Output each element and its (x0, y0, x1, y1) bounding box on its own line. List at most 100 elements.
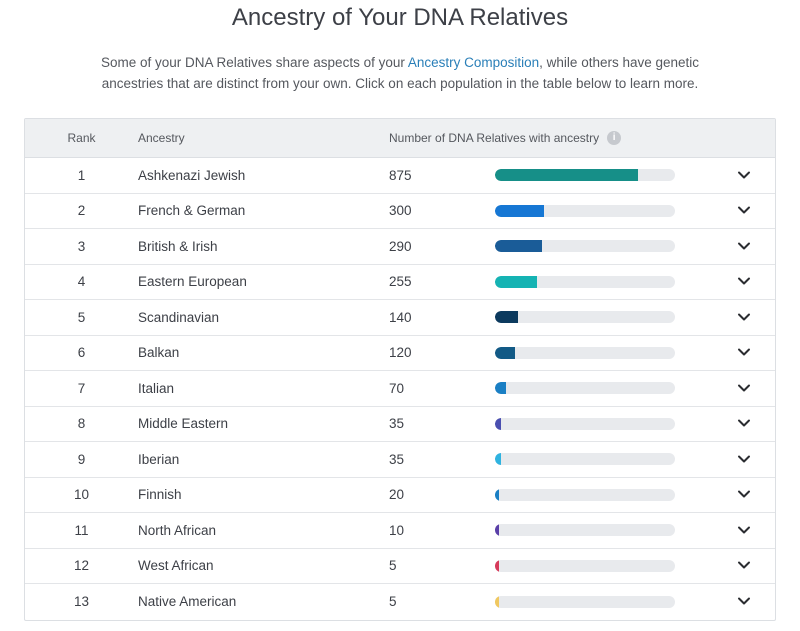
row-ancestry: West African (138, 558, 214, 574)
chevron-down-icon[interactable] (737, 170, 751, 180)
chevron-down-icon[interactable] (737, 276, 751, 286)
chevron-down-icon[interactable] (737, 205, 751, 215)
chevron-down-icon[interactable] (737, 241, 751, 251)
row-ancestry: Italian (138, 380, 175, 396)
table-row[interactable]: 8 Middle Eastern 35 (25, 407, 775, 442)
relative-count-bar-fill (495, 488, 499, 501)
row-rank: 12 (73, 558, 90, 574)
table-body: 1 Ashkenazi Jewish 875 2 French & German 300 3… (25, 158, 775, 620)
row-ancestry: Native American (138, 594, 237, 610)
relative-count-bar-fill (495, 382, 507, 395)
relative-count-bar-fill (495, 559, 499, 572)
row-bar-cell (495, 488, 675, 501)
table-row[interactable]: 13 Native American 5 (25, 584, 775, 620)
relative-count-bar-fill (495, 169, 639, 182)
table-row[interactable]: 10 Finnish 20 (25, 478, 775, 513)
relative-count-bar-fill (495, 524, 499, 537)
row-ancestry: Ashkenazi Jewish (138, 167, 246, 183)
row-rank: 11 (74, 522, 89, 538)
table-row[interactable]: 2 French & German 300 (25, 194, 775, 229)
row-expand-cell (675, 487, 775, 502)
column-header-count: Number of DNA Relatives with ancestry i (389, 131, 675, 145)
row-rank: 8 (77, 416, 86, 432)
table-header: Rank Ancestry Number of DNA Relatives wi… (25, 119, 775, 158)
relative-count-bar (495, 204, 675, 217)
column-header-rank: Rank (67, 131, 96, 145)
row-relative-count: 140 (389, 309, 412, 325)
info-icon[interactable]: i (607, 131, 622, 145)
row-relative-count: 10 (389, 522, 405, 538)
row-ancestry: Iberian (138, 451, 180, 467)
relative-count-bar-fill (495, 346, 515, 359)
table-row[interactable]: 3 British & Irish 290 (25, 229, 775, 265)
table-row[interactable]: 6 Balkan 120 (25, 336, 775, 371)
relative-count-bar (495, 559, 675, 572)
relative-count-bar-fill (495, 417, 501, 430)
chevron-down-icon[interactable] (737, 525, 751, 535)
row-ancestry: Scandinavian (138, 309, 220, 325)
row-bar-cell (495, 275, 675, 288)
chevron-down-icon[interactable] (737, 454, 751, 464)
row-rank: 2 (77, 203, 86, 219)
row-ancestry: Balkan (138, 345, 180, 361)
chevron-down-icon[interactable] (737, 489, 751, 499)
relative-count-bar-fill (495, 595, 499, 608)
chevron-down-icon[interactable] (737, 596, 751, 606)
relative-count-bar (495, 453, 675, 466)
relative-count-bar (495, 346, 675, 359)
row-relative-count: 290 (389, 238, 412, 254)
ancestry-composition-link[interactable]: Ancestry Composition (407, 55, 540, 70)
table-row[interactable]: 5 Scandinavian 140 (25, 300, 775, 336)
chevron-down-icon[interactable] (737, 383, 751, 393)
row-ancestry: North African (138, 522, 217, 538)
page-title: Ancestry of Your DNA Relatives (231, 4, 569, 31)
row-rank: 1 (77, 167, 86, 183)
relative-count-bar (495, 488, 675, 501)
row-bar-cell (495, 595, 675, 608)
row-relative-count: 120 (389, 345, 412, 361)
chevron-down-icon[interactable] (737, 347, 751, 357)
relative-count-bar (495, 275, 675, 288)
row-rank: 5 (77, 309, 86, 325)
table-row[interactable]: 11 North African 10 (25, 513, 775, 549)
row-rank: 6 (77, 345, 86, 361)
table-row[interactable]: 1 Ashkenazi Jewish 875 (25, 158, 775, 194)
row-expand-cell (675, 203, 775, 218)
row-expand-cell (675, 345, 775, 360)
row-ancestry: Middle Eastern (138, 416, 229, 432)
relative-count-bar (495, 311, 675, 324)
relative-count-bar (495, 169, 675, 182)
row-rank: 10 (73, 487, 90, 503)
chevron-down-icon[interactable] (737, 418, 751, 428)
row-bar-cell (495, 524, 675, 537)
row-rank: 7 (77, 380, 86, 396)
subtitle-text-end: , while others have genetic ancestries t… (101, 55, 700, 91)
relative-count-bar-fill (495, 311, 518, 324)
chevron-down-icon[interactable] (737, 312, 751, 322)
table-row[interactable]: 12 West African 5 (25, 549, 775, 584)
row-bar-cell (495, 382, 675, 395)
ancestry-table: Rank Ancestry Number of DNA Relatives wi… (24, 118, 776, 621)
table-row[interactable]: 7 Italian 70 (25, 371, 775, 407)
table-row[interactable]: 9 Iberian 35 (25, 442, 775, 478)
row-ancestry: British & Irish (138, 238, 218, 254)
row-expand-cell (675, 594, 775, 609)
table-row[interactable]: 4 Eastern European 255 (25, 265, 775, 300)
row-rank: 4 (77, 274, 86, 290)
relative-count-bar (495, 240, 675, 253)
row-rank: 13 (73, 594, 90, 610)
chevron-down-icon[interactable] (737, 560, 751, 570)
row-rank: 3 (77, 238, 86, 254)
row-bar-cell (495, 346, 675, 359)
row-expand-cell (675, 239, 775, 254)
relative-count-bar-fill (495, 240, 543, 253)
row-expand-cell (675, 310, 775, 325)
row-expand-cell (675, 274, 775, 289)
row-bar-cell (495, 240, 675, 253)
row-relative-count: 5 (389, 594, 397, 610)
row-ancestry: Eastern European (138, 274, 247, 290)
subtitle-text-start: Some of your DNA Relatives share aspects… (100, 55, 408, 70)
row-relative-count: 300 (389, 203, 412, 219)
row-expand-cell (675, 558, 775, 573)
row-relative-count: 35 (389, 416, 405, 432)
